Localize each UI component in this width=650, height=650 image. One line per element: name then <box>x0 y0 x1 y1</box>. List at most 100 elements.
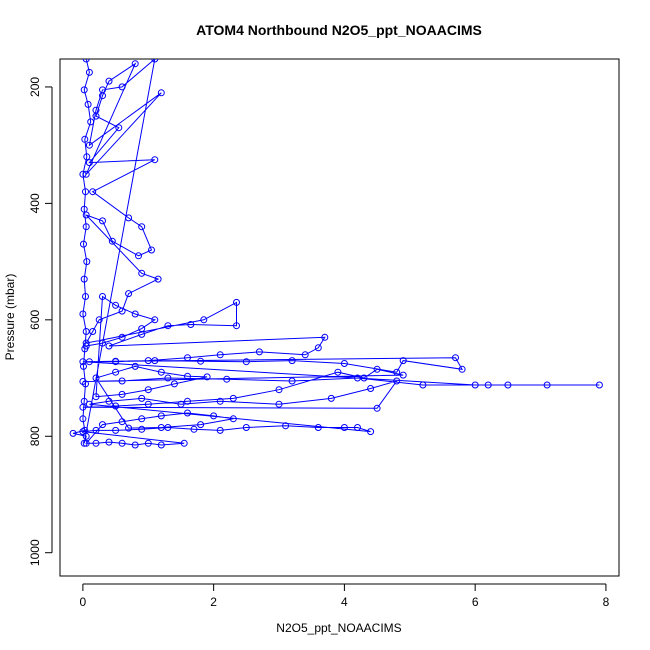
data-point <box>275 400 283 408</box>
data-point <box>125 214 133 222</box>
data-point <box>82 170 90 178</box>
data-point <box>79 310 87 318</box>
data-point <box>112 368 120 376</box>
data-point <box>135 252 142 260</box>
data-point <box>83 153 91 161</box>
data-point <box>89 328 97 335</box>
data-point <box>138 394 146 402</box>
data-point <box>82 432 90 440</box>
data-point <box>229 394 237 402</box>
data-point <box>118 418 126 426</box>
data-point <box>112 426 120 434</box>
data-point <box>399 357 407 365</box>
data-point <box>92 393 100 401</box>
y-tick-label: 1000 <box>28 539 42 566</box>
data-point <box>157 441 165 449</box>
x-tick-label: 0 <box>80 595 87 609</box>
data-point <box>164 424 172 431</box>
data-point <box>314 344 322 352</box>
x-tick-label: 4 <box>341 595 348 609</box>
data-point <box>327 394 335 402</box>
data-point <box>105 77 113 85</box>
data-point <box>118 377 126 385</box>
data-point <box>95 316 103 324</box>
data-point <box>131 441 139 449</box>
data-point <box>334 368 342 376</box>
data-point <box>216 351 224 359</box>
data-point <box>184 372 191 380</box>
data-point <box>157 89 165 97</box>
data-point <box>367 428 375 436</box>
data-point <box>177 400 185 408</box>
data-point <box>184 354 191 362</box>
data-point <box>82 339 90 347</box>
data-point <box>125 424 133 432</box>
y-tick-label: 200 <box>28 77 42 97</box>
data-point <box>138 415 146 423</box>
data-point <box>354 424 361 431</box>
data-point <box>170 380 178 388</box>
data-point <box>79 378 87 385</box>
data-point <box>92 426 100 434</box>
data-point <box>151 156 159 164</box>
data-point <box>108 237 116 245</box>
data-point <box>164 374 172 382</box>
data-point <box>112 301 120 309</box>
data-point <box>157 424 165 431</box>
x-axis: 0 2 4 6 8 <box>80 583 610 609</box>
data-point <box>321 333 329 341</box>
data-point <box>393 368 401 376</box>
data-point <box>82 293 89 300</box>
data-point <box>80 439 88 447</box>
data-point <box>82 223 90 231</box>
data-point <box>373 365 381 373</box>
data-point <box>144 386 152 394</box>
data-point <box>82 211 90 219</box>
data-point <box>99 293 106 300</box>
data-point <box>118 439 126 447</box>
y-axis: 200 400 600 800 1000 <box>28 77 53 566</box>
data-point <box>112 402 120 410</box>
data-point <box>255 348 263 356</box>
data-layer <box>69 59 603 449</box>
series-line <box>72 59 600 446</box>
y-tick-label: 600 <box>28 309 42 329</box>
data-point <box>82 188 89 196</box>
data-point <box>85 141 93 149</box>
x-tick-label: 6 <box>472 595 479 609</box>
data-point <box>151 59 159 63</box>
data-point <box>99 92 106 100</box>
y-tick-label: 800 <box>28 426 42 446</box>
data-point <box>184 409 191 417</box>
data-point <box>242 424 250 431</box>
data-point <box>105 438 113 446</box>
data-point <box>452 354 459 362</box>
data-point <box>144 400 152 408</box>
data-point <box>288 357 296 365</box>
plot-area-border <box>59 58 620 577</box>
data-point <box>471 381 479 389</box>
data-point <box>504 381 512 389</box>
data-point <box>210 412 218 420</box>
data-point <box>105 342 113 350</box>
data-point <box>92 112 100 120</box>
data-point <box>458 365 466 373</box>
data-point <box>83 258 91 266</box>
data-point <box>138 425 146 433</box>
data-point <box>367 385 375 392</box>
data-point <box>216 397 224 405</box>
data-point <box>301 351 309 359</box>
data-point <box>242 358 250 366</box>
data-point <box>87 118 95 126</box>
data-point <box>89 188 97 196</box>
data-point <box>419 381 427 389</box>
data-point <box>131 310 139 318</box>
data-point <box>340 424 348 431</box>
data-point <box>82 59 90 63</box>
data-point <box>233 322 240 330</box>
data-point <box>80 362 87 370</box>
data-point <box>393 377 401 385</box>
x-tick-label: 2 <box>210 595 217 609</box>
data-point <box>138 269 146 277</box>
data-point <box>80 240 87 248</box>
